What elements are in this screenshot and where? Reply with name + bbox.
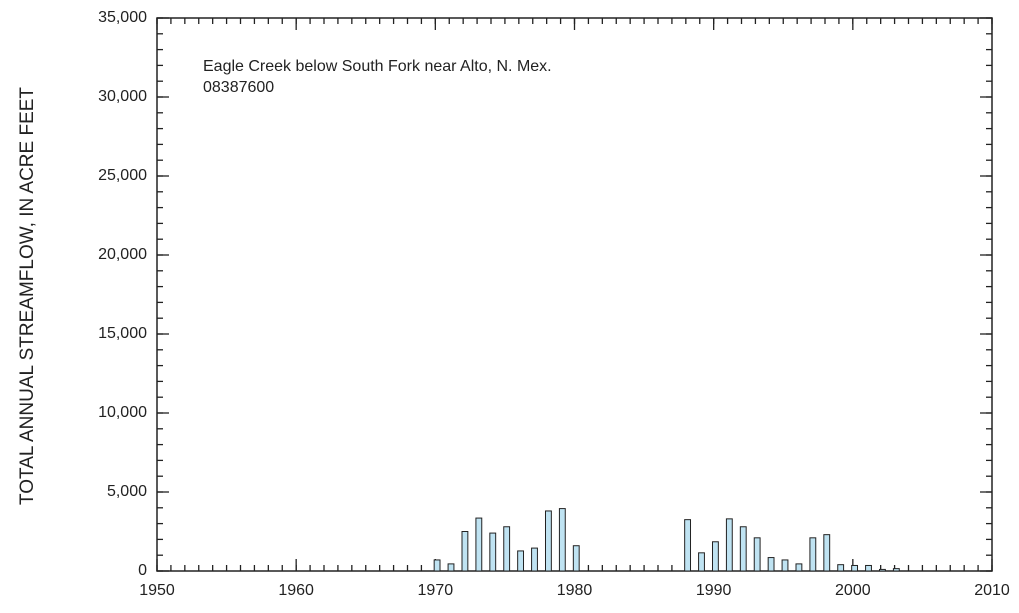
y-tick-label: 15,000 <box>98 325 147 342</box>
bar <box>739 526 747 572</box>
bar <box>558 508 566 572</box>
y-tick-label: 25,000 <box>98 167 147 184</box>
x-tick-label: 1990 <box>696 582 732 599</box>
bar <box>447 563 455 572</box>
bar <box>865 564 872 572</box>
bar <box>878 568 886 572</box>
bar <box>753 537 761 572</box>
bar <box>837 564 845 572</box>
bar <box>823 534 831 572</box>
bar <box>461 531 469 572</box>
y-tick-label: 10,000 <box>98 404 147 421</box>
bar <box>475 517 483 572</box>
bar <box>489 532 497 572</box>
bar <box>517 550 525 572</box>
bar <box>698 552 705 572</box>
y-axis-label: TOTAL ANNUAL STREAMFLOW, IN ACRE FEET <box>17 87 38 505</box>
bar <box>851 564 859 572</box>
chart-title: Eagle Creek below South Fork near Alto, … <box>203 58 552 75</box>
bar <box>892 568 900 572</box>
x-tick-label: 2000 <box>835 582 871 599</box>
y-tick-label: 30,000 <box>98 88 147 105</box>
y-tick-label: 0 <box>138 562 147 579</box>
bar <box>544 510 552 572</box>
chart-subtitle: 08387600 <box>203 79 274 96</box>
bar <box>531 547 538 572</box>
x-tick-label: 1960 <box>278 582 314 599</box>
y-tick-label: 5,000 <box>107 483 147 500</box>
bar <box>767 557 775 572</box>
y-tick-label: 35,000 <box>98 9 147 26</box>
plot-frame <box>156 17 993 572</box>
x-tick-label: 1980 <box>557 582 593 599</box>
bar <box>684 519 692 572</box>
bar <box>809 537 817 572</box>
bar <box>781 559 789 572</box>
bar <box>795 563 803 572</box>
x-tick-label: 1950 <box>139 582 175 599</box>
x-tick-label: 1970 <box>418 582 454 599</box>
y-tick-label: 20,000 <box>98 246 147 263</box>
bar <box>711 541 719 572</box>
bar <box>572 545 580 572</box>
bar <box>725 518 733 572</box>
x-tick-label: 2010 <box>974 582 1010 599</box>
bar <box>433 559 441 572</box>
bar <box>503 526 511 572</box>
